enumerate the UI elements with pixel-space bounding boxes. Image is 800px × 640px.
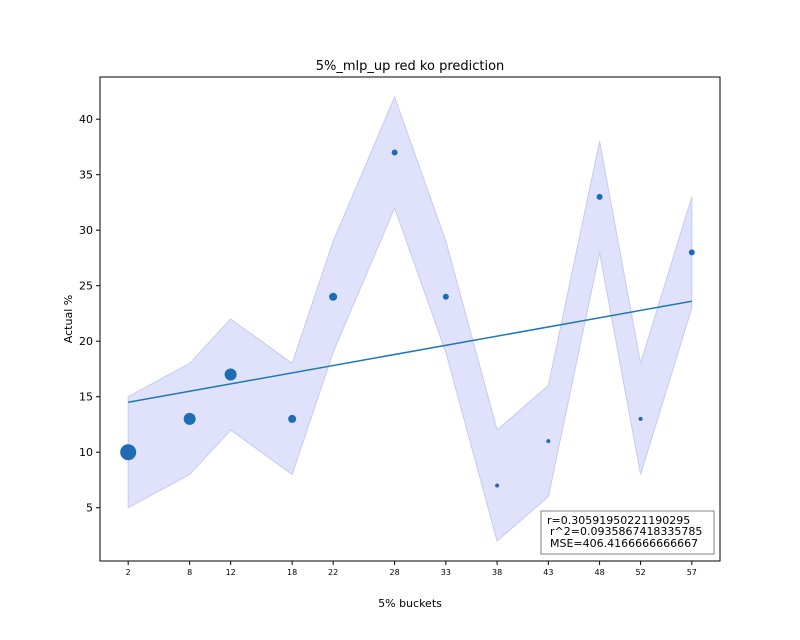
x-axis-ticks: 2 8 12 18 22 28 33 38 43 48 52 57 <box>126 561 697 577</box>
y-axis-ticks: 5 10 15 20 25 30 35 40 <box>79 113 100 515</box>
data-point <box>120 444 137 461</box>
fit-line <box>128 300 692 403</box>
data-point <box>442 293 449 300</box>
x-tick-label: 38 <box>492 568 502 577</box>
x-tick-label: 52 <box>635 568 645 577</box>
data-point <box>638 416 643 421</box>
data-point <box>495 483 500 488</box>
x-tick-label: 18 <box>287 568 297 577</box>
stats-r-squared: r^2=0.0935867418335785 <box>550 525 702 538</box>
data-point <box>183 412 196 425</box>
data-point <box>224 368 237 381</box>
stats-box-frame <box>540 510 715 555</box>
x-tick-label: 57 <box>687 568 697 577</box>
x-tick-label: 33 <box>441 568 451 577</box>
x-axis-label: 5% buckets <box>378 597 442 610</box>
data-point <box>329 292 338 301</box>
stats-mse: MSE=406.4166666666667 <box>550 537 698 550</box>
confidence-band <box>127 95 693 542</box>
data-points-layer <box>120 149 695 488</box>
y-tick-label: 15 <box>79 391 93 404</box>
y-tick-label: 35 <box>79 169 93 182</box>
confidence-band-layer <box>127 95 693 542</box>
x-tick-label: 22 <box>328 568 338 577</box>
data-point <box>688 249 695 256</box>
y-tick-label: 30 <box>79 224 93 237</box>
x-tick-label: 28 <box>390 568 400 577</box>
x-tick-label: 48 <box>594 568 604 577</box>
y-axis-label: Actual % <box>62 295 75 343</box>
x-tick-label: 2 <box>126 568 131 577</box>
y-tick-label: 40 <box>79 113 93 126</box>
y-tick-label: 10 <box>79 446 93 459</box>
data-point <box>596 193 603 200</box>
y-tick-label: 5 <box>86 502 93 515</box>
data-point <box>288 414 297 423</box>
plot-area-frame <box>99 76 721 562</box>
y-tick-label: 25 <box>79 280 93 293</box>
y-tick-label: 20 <box>79 335 93 348</box>
x-tick-label: 43 <box>543 568 553 577</box>
data-point <box>391 149 398 156</box>
data-point <box>546 439 551 444</box>
x-tick-label: 12 <box>226 568 236 577</box>
x-tick-label: 8 <box>187 568 192 577</box>
fit-line-layer <box>128 300 692 403</box>
stats-r: r=0.30591950221190295 <box>547 514 690 527</box>
chart-title: 5%_mlp_up red ko prediction <box>316 59 505 74</box>
stats-annotation-box: r=0.30591950221190295 r^2=0.093586741833… <box>540 510 715 555</box>
